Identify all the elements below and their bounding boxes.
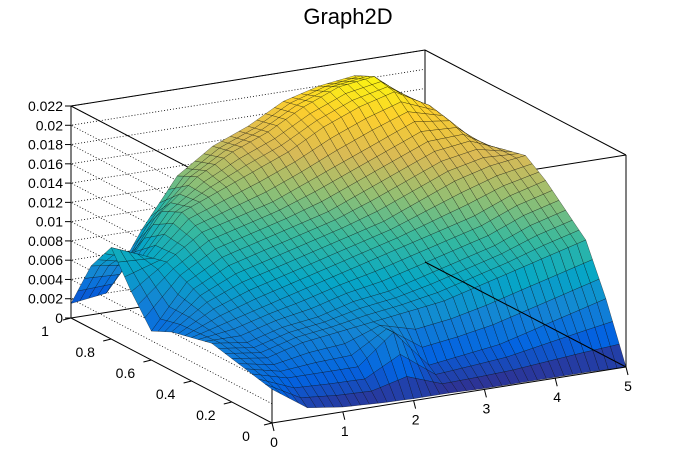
z-tick-label: 0.018: [28, 137, 63, 153]
x-tick-label: 1: [341, 423, 349, 439]
x-tick-label: 5: [624, 378, 632, 394]
z-tick-label: 0.02: [36, 117, 63, 133]
z-tick-label: 0.01: [36, 214, 63, 230]
x-tick-mark: [625, 366, 629, 376]
z-tick-label: 0.014: [28, 175, 63, 191]
z-tick-label: 0.008: [28, 233, 63, 249]
x-tick-label: 3: [483, 400, 491, 416]
x-tick-mark: [483, 389, 487, 398]
x-tick-label: 2: [412, 412, 420, 428]
box-edge-left-bottom: [70, 317, 273, 424]
chart-title: Graph2D: [303, 4, 392, 29]
surface-mesh: [70, 75, 627, 409]
y-tick-label: 0: [242, 428, 250, 444]
x-tick-label: 0: [270, 434, 278, 450]
y-tick-label: 0.4: [156, 386, 176, 402]
x-tick-mark: [554, 378, 558, 387]
y-tick-label: 0.6: [116, 365, 136, 381]
z-tick-label: 0.006: [28, 252, 63, 268]
z-tick-label: 0.016: [28, 156, 63, 172]
box-edge-front-bottom: [271, 366, 627, 424]
y-tick-label: 1: [41, 323, 49, 339]
z-tick-label: 0.002: [28, 291, 63, 307]
y-tick-mark: [263, 422, 273, 426]
x-tick-mark: [413, 400, 417, 409]
box-edge-right-top: [424, 49, 627, 156]
x-tick-mark: [271, 422, 275, 432]
y-tick-mark: [183, 380, 192, 384]
x-tick-label: 4: [553, 389, 561, 405]
z-tick-label: 0.022: [28, 98, 63, 114]
axis-ticks: 01234500.20.40.60.8100.0020.0040.0060.00…: [28, 98, 632, 450]
z-tick-label: 0: [55, 310, 63, 326]
x-tick-mark: [342, 411, 346, 420]
axis-box-front: [271, 155, 627, 424]
y-tick-label: 0.8: [75, 344, 95, 360]
y-tick-mark: [103, 338, 112, 342]
z-tick-label: 0.004: [28, 271, 63, 287]
y-tick-label: 0.2: [196, 407, 216, 423]
y-tick-mark: [223, 401, 232, 405]
z-tick-label: 0.012: [28, 194, 63, 210]
box-edge-right-bottom: [424, 261, 627, 368]
y-tick-mark: [143, 359, 152, 363]
